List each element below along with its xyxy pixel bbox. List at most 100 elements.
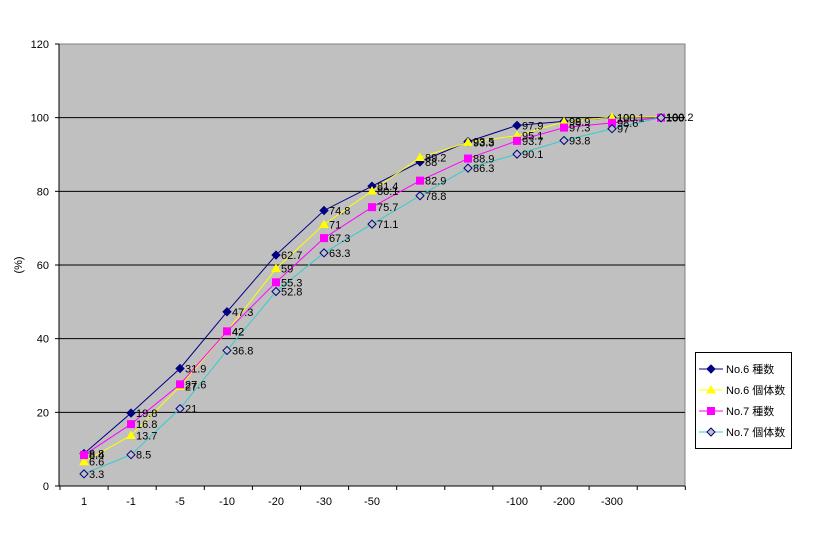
data-point-marker: [175, 403, 185, 414]
data-point-marker: [176, 380, 184, 389]
data-label: 81.4: [377, 181, 398, 193]
data-point-marker: [367, 185, 377, 195]
data-label: 90.1: [522, 149, 543, 161]
legend-item: No.7 種数: [696, 400, 791, 421]
data-point-marker: [463, 163, 473, 173]
data-label: 42: [232, 326, 244, 338]
data-point-marker: [706, 426, 716, 437]
data-point-marker: [319, 219, 329, 228]
data-label: 98.9: [569, 117, 590, 129]
data-point-marker: [319, 205, 329, 216]
data-label: 21: [185, 404, 197, 416]
data-point-marker: [513, 136, 521, 145]
x-tick-label: -5: [175, 496, 185, 508]
data-point-marker: [706, 363, 716, 374]
data-point-marker: [706, 384, 716, 393]
legend-label: No.6 個体数: [726, 384, 786, 397]
data-point-marker: [415, 191, 425, 201]
data-label: 62.7: [281, 250, 302, 262]
series-markers: [79, 111, 666, 479]
x-tick-label: -30: [316, 496, 332, 508]
y-tick-label: 100: [31, 113, 49, 125]
data-point-marker: [222, 307, 232, 317]
data-label: 59: [281, 264, 293, 276]
legend: No.6 種数 No.6 個体数 No.7 種数 No.7 個体数: [695, 352, 792, 449]
data-point-marker: [368, 203, 376, 212]
data-label: 6.6: [89, 457, 104, 469]
data-label: 89.2: [425, 152, 446, 164]
data-labels: 8.8 19.8 31.9 47.3 62.7 74.8 81.4 88 93.5 97.9 99 1…: [89, 112, 694, 481]
x-tick-label: 1: [81, 496, 87, 508]
y-axis-label: (%): [13, 256, 25, 273]
x-tick-label: -100: [506, 496, 528, 508]
data-label: 8.8: [89, 449, 104, 461]
data-label: 52.8: [281, 287, 302, 299]
y-tick-label: 60: [37, 260, 49, 272]
x-tick-label: -1: [126, 496, 136, 508]
y-tick-label: 0: [43, 481, 49, 493]
data-label: 100.2: [666, 112, 694, 124]
data-point-marker: [607, 124, 617, 134]
data-point-marker: [126, 430, 136, 440]
data-point-marker: [80, 451, 88, 460]
data-label: 93.3: [473, 137, 494, 149]
data-point-marker: [126, 408, 136, 418]
data-label: 93.8: [569, 136, 590, 148]
data-label: 88.9: [473, 154, 494, 166]
data-label: 42: [232, 326, 244, 338]
axes: [55, 43, 686, 490]
data-label: 97.3: [569, 123, 590, 135]
data-point-marker: [512, 120, 522, 131]
data-point-marker: [271, 250, 281, 260]
data-label: 100: [666, 113, 684, 125]
data-point-marker: [320, 234, 328, 243]
data-label: 36.8: [232, 345, 253, 357]
data-point-marker: [271, 286, 281, 297]
data-point-marker: [271, 263, 281, 273]
tick-labels: 0 20 40 60 80 100 120 1 -1 -5 -10 -20 -30 -50 -100 -200…: [31, 39, 623, 508]
data-point-marker: [464, 154, 472, 163]
data-label: 99: [569, 116, 581, 128]
legend-label: No.7 種数: [726, 405, 775, 418]
data-point-marker: [560, 123, 568, 132]
x-tick-label: -200: [553, 496, 575, 508]
legend-swatch: [699, 363, 723, 374]
data-label: 67.3: [329, 233, 350, 245]
data-point-marker: [223, 327, 231, 336]
data-label: 74.8: [329, 205, 350, 217]
data-label: 3.3: [89, 469, 104, 481]
data-label: 86.3: [473, 163, 494, 175]
data-label: 71: [329, 219, 341, 231]
grid-lines: [59, 117, 685, 413]
data-point-marker: [272, 278, 280, 287]
data-label: 19.8: [136, 408, 157, 420]
data-label: 82.9: [425, 176, 446, 188]
data-point-marker: [319, 248, 329, 258]
data-point-marker: [79, 456, 89, 466]
data-label: 27: [185, 382, 197, 394]
data-point-marker: [126, 449, 136, 460]
y-tick-label: 80: [37, 186, 49, 198]
data-label: 100: [617, 113, 635, 125]
data-point-marker: [463, 137, 473, 146]
legend-swatch: [699, 406, 723, 415]
legend-swatch: [699, 426, 723, 437]
data-point-marker: [559, 135, 569, 146]
data-point-marker: [127, 420, 135, 429]
data-point-marker: [416, 176, 424, 185]
x-tick-label: -50: [364, 496, 380, 508]
data-point-marker: [175, 363, 185, 374]
data-point-marker: [656, 112, 666, 123]
data-label: 88: [425, 157, 437, 169]
data-label: 78.8: [425, 191, 446, 203]
data-label: 27.6: [185, 379, 206, 391]
data-point-marker: [222, 345, 232, 356]
data-label: 31.9: [185, 364, 206, 376]
x-tick-label: -10: [219, 496, 235, 508]
y-tick-label: 120: [31, 39, 49, 51]
data-label: 75.7: [377, 202, 398, 214]
data-label: 13.7: [136, 431, 157, 443]
data-point-marker: [707, 406, 715, 415]
data-label: 80.1: [377, 186, 398, 198]
legend-item: No.6 個体数: [696, 379, 791, 400]
